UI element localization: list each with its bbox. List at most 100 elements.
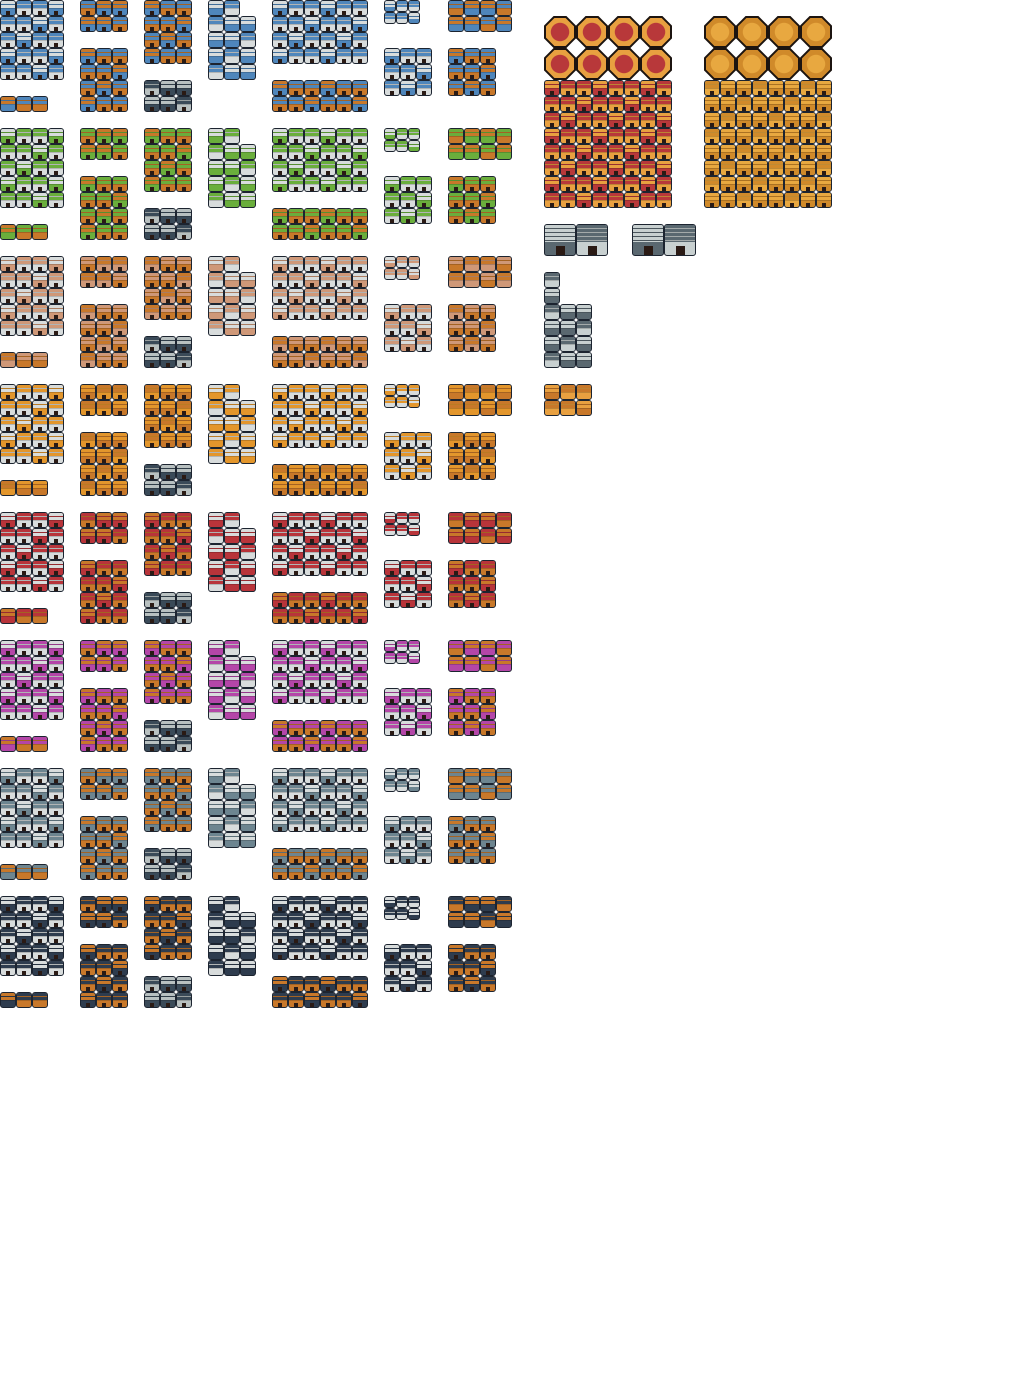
house-tile-magenta (16, 672, 32, 688)
house-tile-magenta (416, 720, 432, 736)
house-tile-magenta (160, 656, 176, 672)
house-tile-magenta (96, 720, 112, 736)
tower-tile-gray (224, 800, 240, 816)
tower-tile-tan (240, 288, 256, 304)
palace-tile-gold (800, 160, 816, 176)
house-tile-tan (176, 288, 192, 304)
house-tile-green (144, 160, 160, 176)
house-tile-magenta (16, 640, 32, 656)
house-tile-gray (400, 832, 416, 848)
castle-wall-tile (560, 304, 576, 320)
dome-tile (144, 336, 160, 352)
palace-tile-gold (704, 112, 720, 128)
house-tile-red (48, 576, 64, 592)
house-tile-tan (80, 272, 96, 288)
building-tile-tan (304, 352, 320, 368)
building-tile-magenta (272, 736, 288, 752)
tower-tile-gray (208, 768, 224, 784)
tower-tile-gray (240, 784, 256, 800)
house-tile-navy (160, 912, 176, 928)
house-tile-green (0, 224, 16, 240)
house-tile-navy (416, 944, 432, 960)
tower-tile-blue (224, 48, 240, 64)
house-tile-tan (96, 272, 112, 288)
building-tile-blue (304, 80, 320, 96)
house-tile-blue (32, 48, 48, 64)
building-tile-gray (288, 848, 304, 864)
house-tile-gray (416, 832, 432, 848)
palace-tile-gold (784, 176, 800, 192)
roof-tile-orange (464, 400, 480, 416)
palace-dome-red (640, 48, 672, 80)
building-tile-red (352, 512, 368, 528)
house-tile-magenta (96, 704, 112, 720)
tower-tile-navy (240, 928, 256, 944)
house-tile-tan (480, 336, 496, 352)
tower-tile-red (224, 512, 240, 528)
dome-tile (176, 736, 192, 752)
building-tile-gray (272, 768, 288, 784)
roof-tile-navy (480, 912, 496, 928)
house-tile-green (0, 176, 16, 192)
house-tile-magenta (160, 640, 176, 656)
building-tile-green (304, 128, 320, 144)
palace-tile-red (608, 192, 624, 208)
roof-tile-navy (496, 896, 512, 912)
house-tile-tan (0, 288, 16, 304)
building-tile-gray (288, 864, 304, 880)
house-tile-gray (96, 832, 112, 848)
building-tile-gray (352, 848, 368, 864)
fence-tile (560, 384, 576, 400)
house-tile-gray (160, 768, 176, 784)
palace-dome-gold (768, 16, 800, 48)
house-tile-navy (176, 928, 192, 944)
tower-tile-gray (224, 768, 240, 784)
house-tile-blue (384, 80, 400, 96)
building-tile-red (336, 608, 352, 624)
building-tile-orange (320, 432, 336, 448)
building-tile-magenta (272, 688, 288, 704)
building-tile-navy (304, 944, 320, 960)
house-tile-green (160, 144, 176, 160)
tower-tile-navy (224, 928, 240, 944)
house-tile-orange (464, 448, 480, 464)
building-tile-navy (336, 944, 352, 960)
palace-tile-gold (752, 128, 768, 144)
house-tile-magenta (464, 704, 480, 720)
house-tile-navy (112, 960, 128, 976)
building-tile-blue (336, 48, 352, 64)
tower-tile-tan (208, 256, 224, 272)
house-tile-magenta (400, 720, 416, 736)
building-tile-red (352, 592, 368, 608)
building-tile-orange (272, 384, 288, 400)
building-tile-green (304, 160, 320, 176)
building-tile-navy (272, 928, 288, 944)
building-tile-magenta (352, 720, 368, 736)
house-tile-orange (112, 464, 128, 480)
building-tile-blue (304, 0, 320, 16)
house-tile-orange (32, 416, 48, 432)
building-tile-gray (320, 864, 336, 880)
roof-tile-magenta (464, 640, 480, 656)
house-tile-green (112, 208, 128, 224)
building-tile-navy (304, 992, 320, 1008)
castle-wall-tile (544, 336, 560, 352)
house-tile-navy (0, 960, 16, 976)
building-tile-blue (320, 96, 336, 112)
roof-tile-red (448, 528, 464, 544)
house-tile-tan (176, 256, 192, 272)
building-tile-navy (272, 896, 288, 912)
building-tile-magenta (336, 640, 352, 656)
palace-tile-red (592, 144, 608, 160)
castle-wall-tile (544, 320, 560, 336)
house-tile-tan (32, 304, 48, 320)
house-tile-navy (112, 896, 128, 912)
house-tile-blue (464, 48, 480, 64)
house-tile-gray (96, 848, 112, 864)
building-tile-tan (336, 304, 352, 320)
tower-tile-magenta (240, 704, 256, 720)
house-tile-orange (176, 384, 192, 400)
tower-tile-gray (208, 816, 224, 832)
building-tile-tan (352, 352, 368, 368)
fence-tile (544, 400, 560, 416)
